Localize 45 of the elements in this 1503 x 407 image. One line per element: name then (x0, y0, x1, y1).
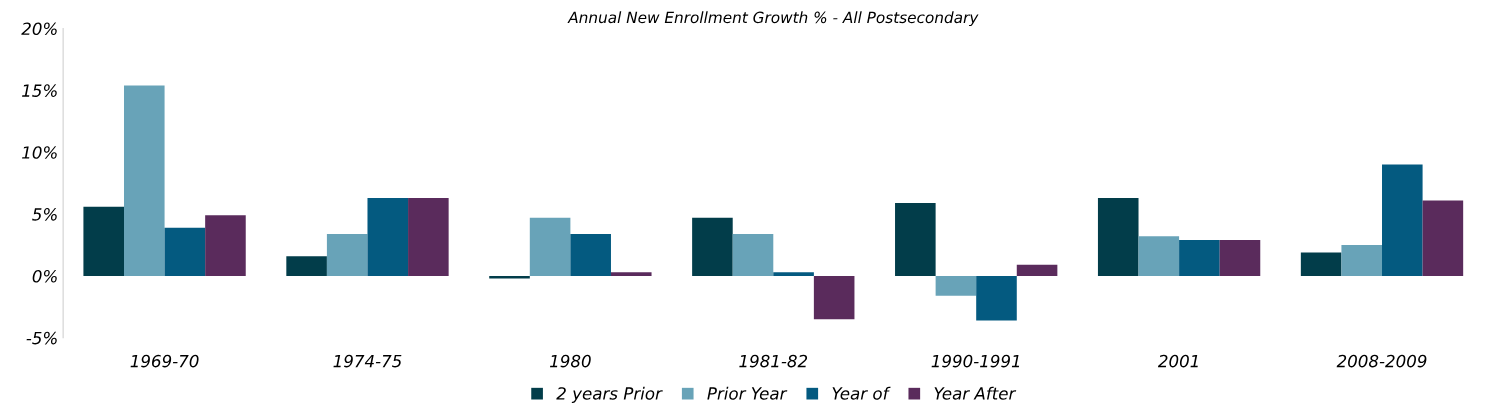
bar (1422, 200, 1464, 276)
y-tick-label: 10% (22, 146, 57, 159)
bar (326, 233, 368, 276)
y-tick-label: 20% (21, 22, 57, 36)
x-tick-label: 1990-1991 (931, 354, 1020, 368)
y-tick-label: 15% (22, 84, 57, 97)
bar (529, 217, 571, 276)
bar (1219, 240, 1261, 276)
x-tick-label: 2001 (1157, 354, 1198, 368)
bar (813, 275, 855, 320)
bar (732, 233, 774, 276)
bar (1300, 252, 1342, 276)
legend-label: 2 years Prior (556, 386, 663, 403)
bar (367, 198, 409, 276)
bar (205, 215, 246, 276)
bar (408, 198, 449, 276)
legend-label: Year After (934, 386, 1017, 400)
bar (1097, 198, 1139, 276)
x-tick-label: 1980 (550, 354, 591, 368)
x-tick-label: 1974-75 (333, 354, 402, 368)
bar (895, 202, 936, 276)
bar (692, 217, 733, 276)
bar (610, 272, 652, 276)
bar (570, 233, 611, 276)
bar (286, 256, 327, 276)
bar (976, 275, 1017, 321)
y-tick-label: 5% (32, 208, 57, 221)
legend-label: Prior Year (707, 386, 788, 400)
x-tick-label: 2008-2009 (1336, 354, 1427, 368)
bar (83, 206, 124, 276)
y-tick-label: -5% (26, 331, 57, 345)
legend-label: Year of (832, 386, 891, 400)
bar (1016, 264, 1058, 276)
bar (1179, 240, 1220, 276)
x-tick-label: 1969-70 (130, 354, 199, 368)
bar (1341, 245, 1383, 276)
chart-title: Annual New Enrollment Growth % - All Postsecondary (567, 11, 979, 27)
bar (1138, 236, 1180, 276)
bar (773, 272, 814, 276)
bar (935, 275, 977, 296)
x-tick-label: 1981-82 (739, 354, 808, 368)
bar (1382, 164, 1423, 276)
bar (164, 227, 206, 276)
y-tick-label: 0% (32, 269, 57, 283)
bar (124, 85, 165, 276)
